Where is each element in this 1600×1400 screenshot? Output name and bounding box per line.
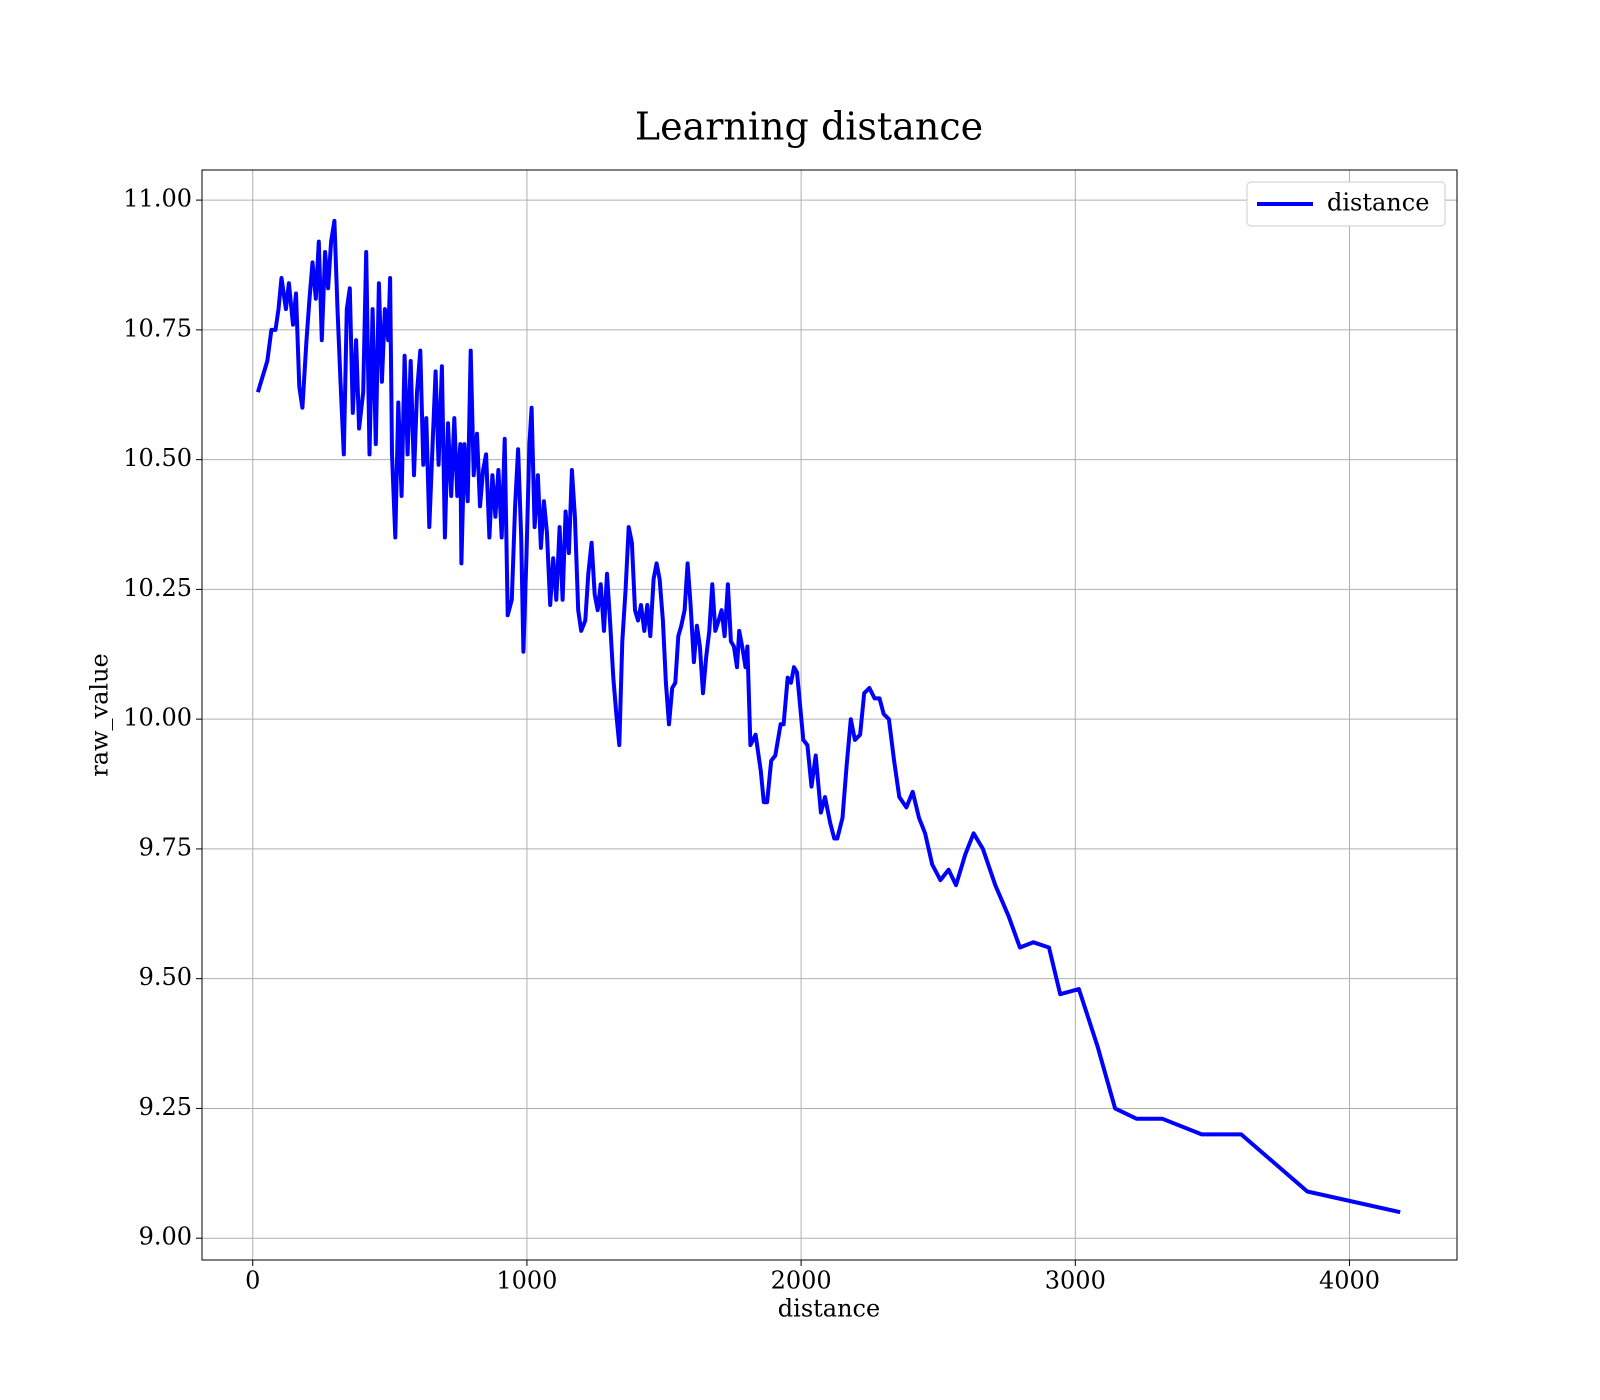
y-tick-label: 11.00 <box>123 185 192 213</box>
legend-label: distance <box>1327 189 1429 217</box>
x-tick-label: 4000 <box>1319 1267 1380 1295</box>
y-tick-label: 9.25 <box>139 1093 192 1121</box>
y-tick-label: 10.00 <box>123 704 192 732</box>
y-tick-label: 10.25 <box>123 574 192 602</box>
y-tick-label: 10.50 <box>123 444 192 472</box>
x-axis-label: distance <box>778 1295 880 1323</box>
y-tick-label: 10.75 <box>123 314 192 342</box>
chart-title: Learning distance <box>635 105 983 149</box>
y-tick-label: 9.75 <box>139 833 192 861</box>
y-axis-label: raw_value <box>86 653 114 777</box>
y-tick-label: 9.00 <box>139 1223 192 1251</box>
plot-frame <box>201 169 1458 1261</box>
x-tick-label: 0 <box>245 1267 260 1295</box>
data-line <box>255 218 1401 1215</box>
y-tick-label: 9.50 <box>139 963 192 991</box>
x-tick-label: 2000 <box>771 1267 832 1295</box>
x-tick-label: 3000 <box>1045 1267 1106 1295</box>
x-tick-label: 1000 <box>496 1267 557 1295</box>
legend-box <box>1246 181 1446 227</box>
